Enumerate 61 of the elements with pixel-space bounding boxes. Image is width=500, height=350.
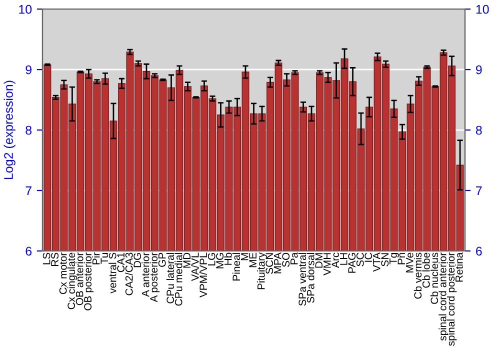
x-tick-label: VA/VL [191,252,199,282]
x-tick-label: RS [51,252,58,266]
x-tick-label: Arc [332,252,340,268]
x-tick-label: LH [340,253,348,265]
x-tick-label: Pir [92,252,100,264]
x-tick-label: DM [315,253,322,268]
x-tick-label: PAG [348,253,356,273]
y2-tick-label: 9 [476,65,482,74]
x-tick-label: spinal cord posterior [446,252,457,346]
x-tick-label: Pituitary [257,252,267,290]
x-tick-label: CA1 [117,252,125,272]
x-tick-label: Cb nucleus [430,252,438,304]
x-tick-label: MG [216,253,224,268]
x-tick-label: Hb [224,252,232,265]
x-tick-label: SC [356,252,364,266]
x-tick-label: VPM/VPL [199,252,208,298]
y-tick-label: 10 [19,4,32,14]
y2-tick-label: 7 [476,186,482,196]
x-tick-label: MD [183,252,190,268]
y2-tick-label: 6 [476,246,482,256]
x-tick-label: Pa [290,252,298,264]
x-tick-label: A posterior [150,252,160,302]
y-tick-label: 7 [26,186,32,196]
y-axis-title: Log2 (expression) [4,80,16,180]
x-tick-label: spinal cord anterior [438,252,448,341]
x-tick-label: MVe [406,252,414,272]
x-tick-label: SO [282,252,290,267]
x-tick-label: OB posterior [84,252,94,310]
x-tick-label: A anterior [142,252,150,297]
x-tick-label: SCN [266,253,274,274]
x-tick-label: Cx motor [59,252,67,294]
x-tick-label: LG [208,253,216,266]
x-tick-label: VMH [324,253,331,276]
x-tick-label: Retina [455,252,463,282]
y2-tick-label: 10 [476,4,489,14]
x-tick-label: MPA [274,252,282,274]
x-tick-label: GP [158,252,166,267]
y2-tick-label: 8 [476,126,482,135]
x-tick-label: Cb vermis [414,252,422,299]
x-tick-label: CPu medial [174,253,182,306]
x-tick-label: DG [134,253,142,268]
x-tick-label: M [241,253,248,260]
x-tick-label: VTA [373,252,380,272]
y-tick-label: 8 [26,126,32,135]
x-tick-label: Pineal [232,253,240,280]
x-tick-label: CPu lateral [166,253,174,304]
x-tick-label: CA2/CA3 [125,252,133,296]
x-tick-label: Pn [398,253,405,264]
x-tick-label: SPa dorsal [306,253,314,303]
x-tick-label: LS [42,252,50,264]
y-tick-label: 6 [26,246,32,256]
x-tick-label: IC [364,252,372,262]
x-tick-label: SN [381,253,389,266]
x-tick-label: Cb lobe [422,252,430,288]
x-tick-label: Tg [390,253,399,264]
x-tick-label: OB anterior [76,252,84,306]
x-tick-label: SPa ventral [298,253,306,306]
y-tick-label: 9 [26,65,32,74]
x-tick-label: ventral S [108,252,116,294]
x-tick-label: Tu [100,253,108,264]
x-tick-label: ME [249,252,256,268]
